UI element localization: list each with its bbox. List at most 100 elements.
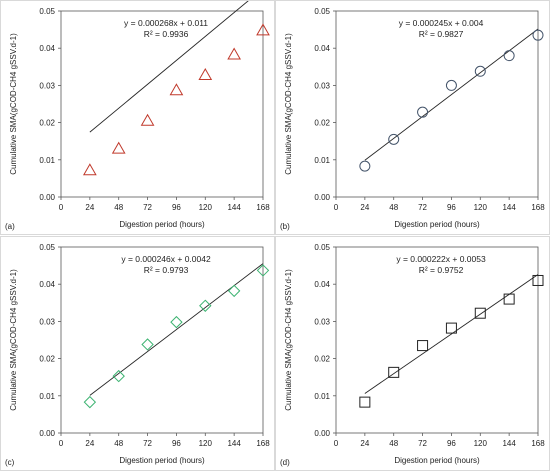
x-tick-label: 24 (85, 439, 94, 448)
data-point (445, 322, 457, 334)
panel-label: (a) (5, 222, 15, 231)
x-tick-label: 72 (143, 439, 152, 448)
data-point (227, 47, 242, 60)
data-point (256, 264, 270, 277)
x-tick-label: 72 (418, 203, 427, 212)
x-tick-label: 0 (334, 439, 339, 448)
y-tick-label: 0.02 (314, 119, 330, 128)
y-tick-label: 0.02 (314, 355, 330, 364)
panel-label: (b) (280, 222, 290, 231)
x-tick-label: 48 (389, 439, 398, 448)
x-tick-label: 24 (360, 439, 369, 448)
x-tick-label: 96 (172, 439, 181, 448)
data-point (82, 163, 97, 176)
x-axis-title: Digestion period (hours) (394, 220, 480, 229)
x-tick-label: 48 (114, 439, 123, 448)
y-tick-label: 0.03 (39, 81, 55, 90)
trendline-equation: y = 0.000222x + 0.0053 (396, 254, 486, 264)
y-tick-label: 0.04 (39, 44, 55, 53)
x-tick-label: 48 (389, 203, 398, 212)
data-point (417, 106, 429, 118)
y-tick-label: 0.03 (314, 81, 330, 90)
x-tick-label: 144 (227, 439, 241, 448)
y-tick-label: 0.00 (39, 429, 55, 438)
data-point (503, 50, 515, 62)
trendline (364, 28, 539, 161)
data-point (83, 395, 97, 409)
y-tick-label: 0.04 (314, 280, 330, 289)
plot-area (335, 10, 539, 198)
data-point (474, 307, 486, 319)
x-tick-label: 120 (474, 439, 488, 448)
x-tick-label: 24 (85, 203, 94, 212)
data-point (359, 160, 371, 172)
trendline (89, 1, 249, 133)
x-tick-label: 72 (418, 439, 427, 448)
y-tick-label: 0.05 (314, 7, 330, 16)
y-axis-title: Cumulative SMA(gCOD-CH4 gSSV.d-1) (284, 33, 293, 175)
y-tick-label: 0.02 (39, 355, 55, 364)
data-point (532, 29, 544, 41)
trendline (364, 274, 539, 394)
x-tick-label: 96 (172, 203, 181, 212)
trendline-equation: y = 0.000246x + 0.0042 (121, 254, 211, 264)
trendline (89, 263, 264, 396)
x-tick-label: 72 (143, 203, 152, 212)
y-tick-label: 0.01 (314, 156, 330, 165)
plot-area (60, 246, 264, 434)
data-point (140, 113, 155, 126)
y-tick-label: 0.05 (39, 243, 55, 252)
x-axis-title: Digestion period (hours) (119, 456, 205, 465)
plot-area (60, 10, 264, 198)
x-tick-label: 120 (199, 203, 213, 212)
y-tick-label: 0.01 (39, 156, 55, 165)
y-tick-label: 0.04 (39, 280, 55, 289)
data-point (388, 366, 400, 378)
data-point (417, 340, 429, 352)
x-tick-label: 96 (447, 203, 456, 212)
chart-svg-d: 0.00 0.01 0.02 0.03 0.04 0.05 0 24 48 72 96 120 144 1… (284, 243, 545, 465)
y-tick-label: 0.05 (39, 7, 55, 16)
x-tick-label: 144 (502, 203, 516, 212)
data-point (199, 299, 212, 312)
data-point (532, 274, 544, 286)
x-tick-label: 0 (59, 203, 64, 212)
x-tick-label: 24 (360, 203, 369, 212)
r-squared-label: R² = 0.9936 (144, 29, 189, 39)
data-point (474, 65, 486, 77)
x-tick-label: 120 (199, 439, 213, 448)
chart-svg-b: 0.00 0.01 0.02 0.03 0.04 0.05 0 24 48 72 96 120 144 1… (284, 7, 545, 229)
x-tick-label: 120 (474, 203, 488, 212)
r-squared-label: R² = 0.9752 (419, 265, 464, 275)
trendline-equation: y = 0.000245x + 0.004 (399, 18, 484, 28)
x-axis-title: Digestion period (hours) (119, 220, 205, 229)
data-point (111, 141, 126, 154)
data-point (169, 83, 184, 96)
data-point (359, 396, 371, 408)
y-tick-label: 0.05 (314, 243, 330, 252)
y-tick-label: 0.01 (39, 392, 55, 401)
r-squared-label: R² = 0.9827 (419, 29, 464, 39)
x-tick-label: 0 (334, 203, 339, 212)
data-point (256, 23, 270, 36)
x-tick-label: 48 (114, 203, 123, 212)
chart-svg-c: 0.00 0.01 0.02 0.03 0.04 0.05 0 24 48 72 96 120 144 1… (9, 243, 270, 465)
data-point (503, 293, 515, 305)
y-tick-label: 0.00 (39, 193, 55, 202)
x-tick-label: 144 (227, 203, 241, 212)
chart-panel-d: 0.00 0.01 0.02 0.03 0.04 0.05 0 24 48 72 96 120 144 1… (275, 236, 550, 471)
chart-panel-a: 0.00 0.01 0.02 0.03 0.04 0.05 0 24 48 72 96 120 144 1… (0, 0, 275, 235)
data-point (170, 315, 183, 329)
data-point (198, 67, 213, 80)
y-tick-label: 0.00 (314, 429, 330, 438)
y-tick-label: 0.00 (314, 193, 330, 202)
y-tick-label: 0.01 (314, 392, 330, 401)
data-point (112, 369, 125, 383)
panel-label: (c) (5, 458, 15, 467)
panel-label: (d) (280, 458, 290, 467)
y-axis-title: Cumulative SMA(gCOD-CH4 gSSV.d-1) (9, 33, 18, 175)
chart-svg-a: 0.00 0.01 0.02 0.03 0.04 0.05 0 24 48 72 96 120 144 1… (9, 1, 270, 229)
x-tick-label: 168 (531, 203, 545, 212)
y-tick-label: 0.04 (314, 44, 330, 53)
plot-area (335, 246, 539, 434)
